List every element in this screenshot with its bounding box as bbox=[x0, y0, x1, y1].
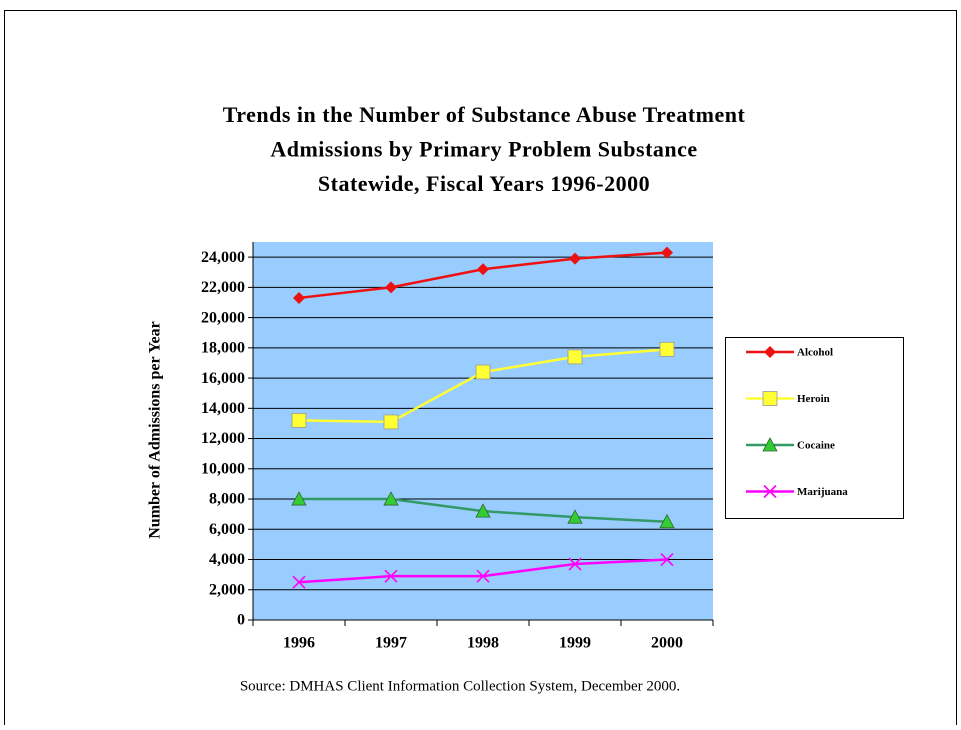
chart-title: Trends in the Number of Substance Abuse … bbox=[223, 102, 746, 127]
y-tick-label: 0 bbox=[237, 612, 245, 629]
legend-label: Marijuana bbox=[797, 486, 848, 498]
data-point bbox=[477, 263, 489, 276]
legend-label: Alcohol bbox=[797, 347, 833, 359]
chart-title: Admissions by Primary Problem Substance bbox=[270, 137, 697, 162]
y-tick-label: 22,000 bbox=[201, 279, 245, 296]
legend-label: Heroin bbox=[797, 393, 830, 405]
y-tick-label: 20,000 bbox=[201, 309, 245, 326]
data-point bbox=[383, 414, 399, 430]
data-point bbox=[293, 291, 305, 304]
data-point bbox=[568, 557, 582, 571]
data-point bbox=[475, 364, 491, 380]
y-tick-label: 16,000 bbox=[201, 370, 245, 387]
x-tick-label: 1997 bbox=[375, 635, 407, 652]
data-point bbox=[660, 552, 674, 567]
data-point bbox=[385, 281, 397, 294]
data-point bbox=[384, 569, 398, 583]
x-tick-label: 1998 bbox=[467, 635, 499, 652]
plot-area bbox=[253, 242, 713, 620]
y-tick-label: 2,000 bbox=[209, 581, 245, 598]
data-point bbox=[383, 491, 399, 506]
data-point bbox=[659, 341, 675, 357]
data-point bbox=[475, 503, 491, 518]
legend-label: Cocaine bbox=[797, 440, 835, 452]
data-point bbox=[291, 413, 307, 428]
y-tick-label: 6,000 bbox=[209, 521, 245, 538]
data-point bbox=[476, 569, 490, 583]
legend bbox=[725, 337, 904, 519]
y-tick-label: 4,000 bbox=[209, 551, 245, 568]
legend-marker bbox=[762, 391, 778, 406]
y-tick-label: 8,000 bbox=[209, 491, 245, 508]
data-point bbox=[292, 575, 306, 589]
legend-marker bbox=[764, 346, 776, 358]
legend-marker bbox=[762, 437, 778, 452]
data-point bbox=[569, 252, 581, 265]
x-tick-label: 2000 bbox=[651, 635, 683, 652]
y-tick-label: 18,000 bbox=[201, 340, 245, 357]
data-point bbox=[567, 349, 583, 365]
data-point bbox=[291, 491, 307, 506]
y-tick-label: 14,000 bbox=[201, 400, 245, 417]
x-tick-label: 1996 bbox=[283, 635, 315, 652]
y-tick-label: 24,000 bbox=[201, 249, 245, 266]
chart-title: Statewide, Fiscal Years 1996-2000 bbox=[318, 171, 650, 196]
legend-marker bbox=[763, 484, 777, 499]
y-tick-label: 10,000 bbox=[201, 460, 245, 477]
data-point bbox=[659, 513, 675, 529]
y-axis-label: Number of Admissions per Year bbox=[147, 321, 164, 539]
data-point bbox=[661, 246, 673, 259]
data-point bbox=[567, 509, 583, 524]
source-note: Source: DMHAS Client Information Collect… bbox=[240, 678, 680, 694]
x-tick-label: 1999 bbox=[559, 635, 591, 652]
y-tick-label: 12,000 bbox=[201, 430, 245, 447]
